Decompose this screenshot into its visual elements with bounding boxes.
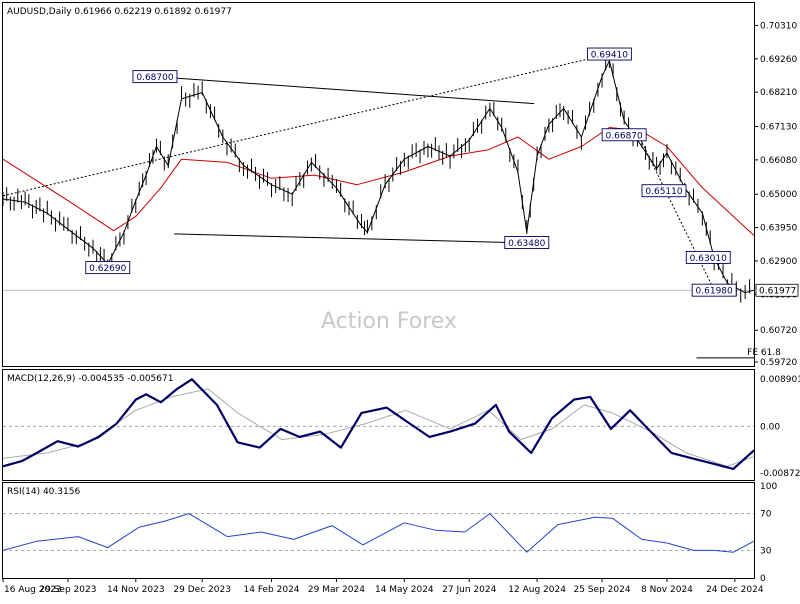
x-tick-label: 29 Sep 2023: [39, 585, 96, 595]
x-tick-label: 14 Feb 2024: [244, 585, 300, 595]
price-tick-label: 0.62900: [760, 257, 797, 267]
annotation-box-0: [132, 70, 178, 84]
annotation-label-2: 0.62690: [89, 264, 126, 274]
price-panel-frame: [2, 2, 755, 367]
price-tick-label: 0.63950: [760, 224, 797, 234]
rsi-series: 100 70 30 0: [2, 482, 777, 584]
macd-panel-frame: [2, 369, 755, 481]
macd-tick-label: 0.00: [760, 422, 780, 432]
macd-line: [2, 378, 755, 470]
annotation-box-4: [601, 128, 647, 142]
trend-lines: [2, 53, 754, 359]
annotation-box-3: [504, 236, 550, 249]
annotation-label-6: 0.63010: [690, 254, 727, 264]
price-tick-label: 0.59720: [760, 358, 797, 368]
price-tick-label: 0.60720: [760, 326, 797, 336]
annotation-label-4: 0.66870: [606, 131, 643, 141]
x-tick-label: 27 Jun 2024: [442, 585, 496, 595]
annotation-box-2: [85, 261, 131, 275]
annotation-label-3: 0.63480: [508, 239, 545, 249]
x-tick-label: 29 Mar 2024: [308, 585, 365, 595]
current-price-label: 0.61977: [759, 286, 796, 296]
annotation-label-5: 0.65110: [645, 187, 682, 197]
current-price-tag: [755, 283, 799, 297]
x-tick-label: 24 Dec 2024: [706, 585, 764, 595]
price-tick-label: 0.67130: [760, 123, 797, 133]
annotation-label-7: 0.61980: [696, 287, 733, 297]
fe-label: FE 61.8: [747, 348, 781, 358]
rsi-line: [2, 513, 755, 553]
price-tick-label: 0.65000: [760, 190, 797, 200]
x-tick-label: 25 Sep 2024: [574, 585, 631, 595]
price-axis: 0.70310 0.69260 0.68210 0.67130 0.66080 0.650…: [3, 21, 799, 368]
rsi-tick-label: 0: [760, 574, 766, 584]
annotation-box-5: [641, 184, 687, 198]
x-tick-label: 14 May 2024: [375, 585, 434, 595]
price-tick-label: 0.69260: [760, 55, 797, 65]
macd-tick-label: 0.008901: [760, 375, 800, 385]
trend-line-3: [639, 138, 715, 291]
annotation-box-7: [691, 283, 737, 297]
annotation-box-6: [685, 250, 731, 264]
macd-panel-header: MACD(12,26,9) -0.004535 -0.005671: [7, 374, 173, 384]
price-panel-header: AUDUSD,Daily 0.61966 0.62219 0.61892 0.6…: [7, 7, 232, 17]
price-annotations: 0.68700 0.69410 0.62690 0.63480 0.66870 0.651…: [85, 47, 781, 358]
price-tick-label: 0.66080: [760, 156, 797, 166]
annotation-label-1: 0.69410: [591, 51, 628, 61]
annotation-label-0: 0.68700: [136, 73, 173, 83]
macd-series: 0.008901 0.00 -0.008729: [2, 375, 800, 479]
rsi-panel-header: RSI(14) 40.3156: [7, 487, 80, 497]
x-tick-label: 29 Dec 2023: [173, 585, 231, 595]
rsi-tick-label: 30: [760, 546, 772, 556]
annotation-box-1: [586, 47, 632, 61]
trend-line-1: [174, 233, 548, 244]
trend-line-0: [154, 76, 535, 105]
price-tick-label: 0.70310: [760, 21, 797, 31]
macd-tick-label: -0.008729: [760, 469, 800, 479]
rsi-panel-frame: [2, 482, 755, 579]
rsi-tick-label: 70: [760, 510, 772, 520]
x-tick-label: 16 Aug 2023: [4, 585, 62, 595]
price-tick-label: 0.68210: [760, 88, 797, 98]
macd-signal-line: [2, 388, 755, 467]
watermark-text: Action Forex: [321, 309, 457, 334]
x-tick-label: 14 Nov 2023: [107, 585, 165, 595]
x-tick-label: 12 Aug 2024: [508, 585, 566, 595]
x-tick-label: 8 Nov 2024: [641, 585, 693, 595]
rsi-tick-label: 100: [760, 482, 777, 492]
